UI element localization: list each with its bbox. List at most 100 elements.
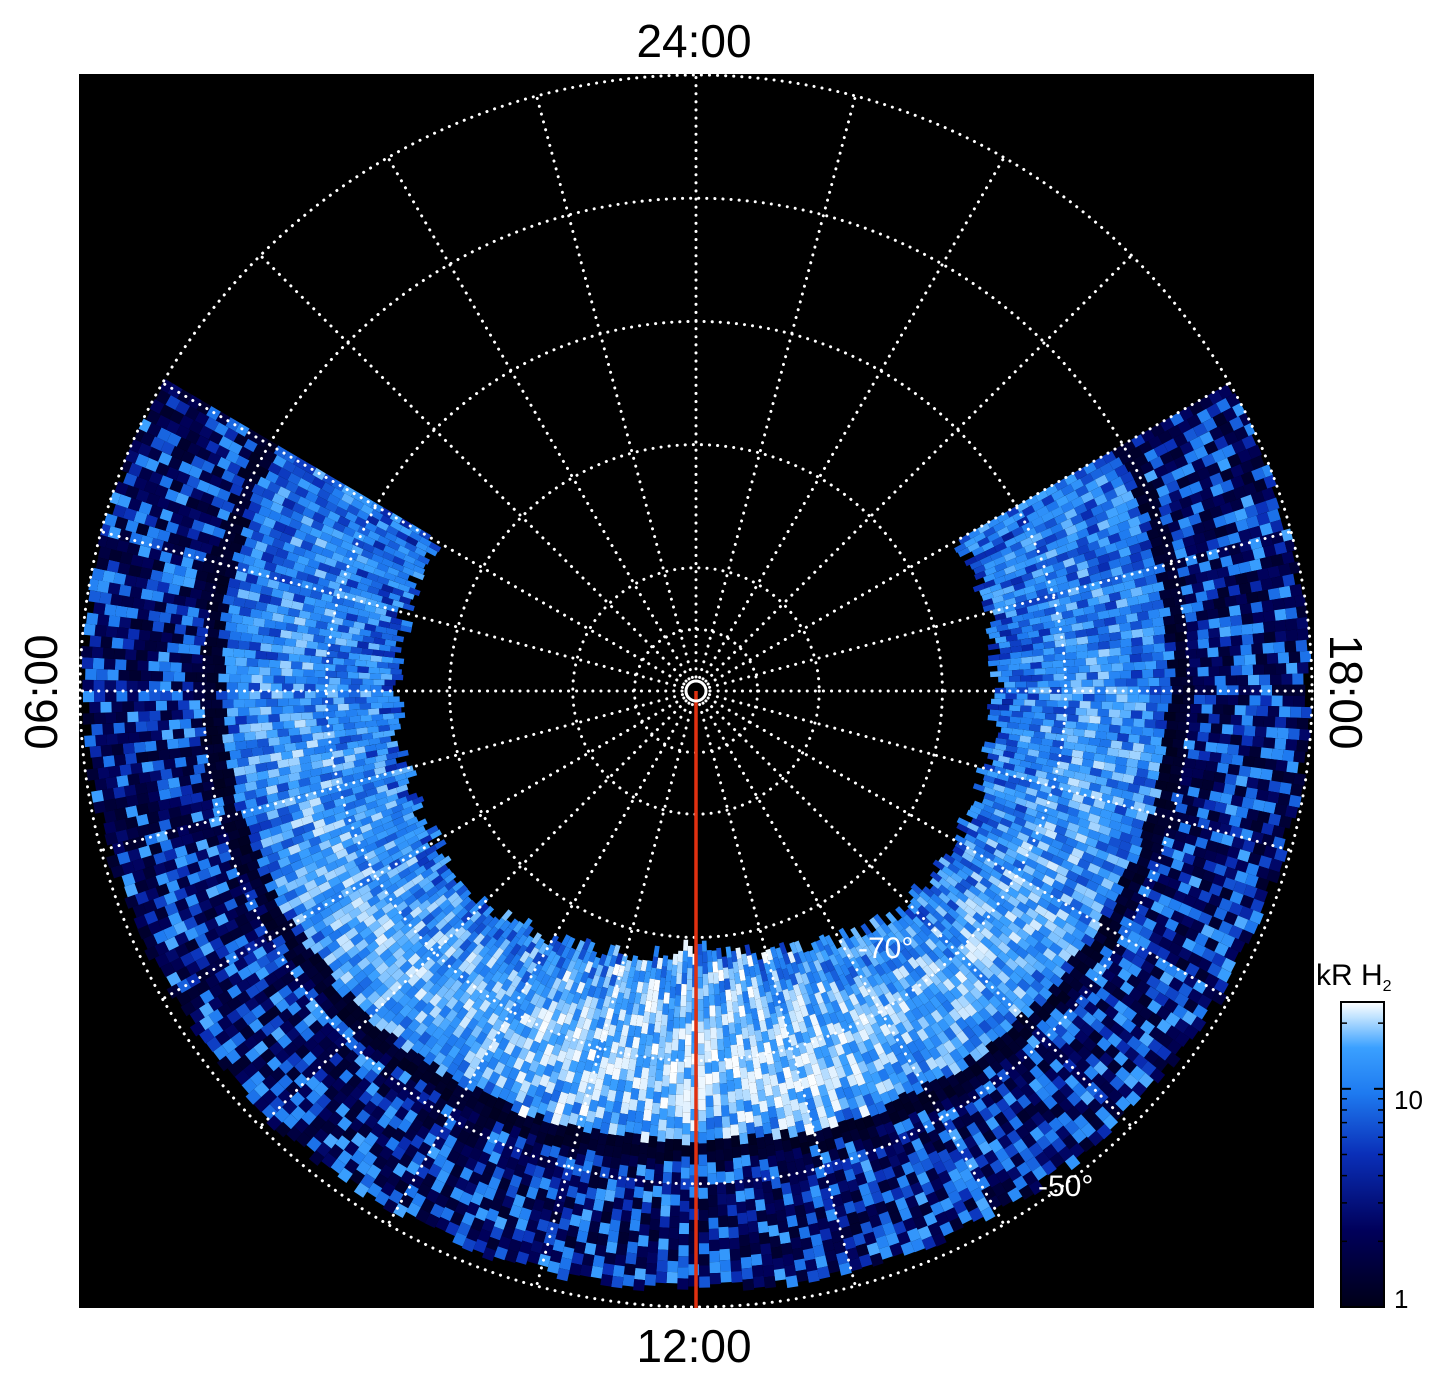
emission-cell bbox=[1241, 623, 1254, 635]
emission-cell bbox=[1157, 703, 1169, 712]
emission-cell bbox=[1230, 498, 1244, 512]
emission-cell bbox=[754, 1125, 765, 1139]
emission-cell bbox=[673, 1017, 680, 1029]
emission-cell bbox=[1194, 685, 1206, 695]
emission-cell bbox=[1085, 879, 1099, 892]
emission-cell bbox=[984, 1002, 998, 1017]
emission-cell bbox=[1095, 840, 1109, 852]
emission-cell bbox=[614, 1254, 627, 1267]
emission-cell bbox=[895, 952, 908, 965]
emission-cell bbox=[972, 783, 986, 792]
emission-cell bbox=[1007, 621, 1020, 630]
emission-cell bbox=[1103, 897, 1118, 911]
emission-cell bbox=[1057, 761, 1070, 771]
emission-cell bbox=[1088, 909, 1103, 922]
emission-cell bbox=[1032, 960, 1047, 974]
emission-cell bbox=[626, 1166, 638, 1179]
emission-cell bbox=[1038, 693, 1050, 701]
emission-cell bbox=[1057, 700, 1069, 708]
emission-cell bbox=[1238, 745, 1251, 757]
emission-cell bbox=[1202, 417, 1218, 432]
emission-cell bbox=[678, 1028, 686, 1040]
emission-cell bbox=[757, 1147, 768, 1160]
emission-cell bbox=[1105, 844, 1119, 856]
emission-cell bbox=[1270, 553, 1284, 567]
emission-cell bbox=[1023, 1102, 1039, 1118]
emission-cell bbox=[987, 643, 1000, 651]
emission-cell bbox=[980, 936, 994, 949]
emission-cell bbox=[759, 1158, 770, 1171]
emission-cell bbox=[947, 962, 960, 976]
emission-cell bbox=[1154, 913, 1169, 927]
emission-cell bbox=[1100, 481, 1115, 494]
emission-cell bbox=[1087, 1098, 1103, 1114]
emission-cell bbox=[1192, 522, 1206, 535]
emission-cell bbox=[1203, 676, 1215, 686]
emission-cell bbox=[1120, 471, 1135, 484]
emission-cell bbox=[1191, 866, 1206, 880]
emission-cell bbox=[737, 1121, 748, 1134]
emission-cell bbox=[999, 546, 1013, 557]
emission-cell bbox=[1188, 907, 1203, 921]
emission-cell bbox=[697, 1043, 705, 1055]
emission-cell bbox=[1240, 644, 1252, 656]
emission-cell bbox=[957, 943, 970, 956]
emission-cell bbox=[949, 935, 962, 949]
emission-cell bbox=[1175, 730, 1187, 740]
emission-cell bbox=[1296, 717, 1309, 730]
emission-cell bbox=[1034, 951, 1049, 965]
emission-cell bbox=[1018, 619, 1031, 628]
emission-cell bbox=[1016, 1109, 1031, 1124]
emission-cell bbox=[1274, 630, 1287, 643]
emission-cell bbox=[1021, 972, 1036, 986]
emission-cell bbox=[989, 583, 1002, 593]
emission-cell bbox=[1044, 1067, 1059, 1082]
emission-cell bbox=[1172, 738, 1185, 749]
emission-cell bbox=[682, 1123, 691, 1135]
emission-cell bbox=[730, 1044, 739, 1057]
emission-cell bbox=[1002, 868, 1016, 881]
emission-cell bbox=[611, 1275, 624, 1289]
emission-cell bbox=[1062, 727, 1074, 736]
emission-cell bbox=[1022, 711, 1035, 719]
emission-cell bbox=[719, 1083, 728, 1095]
emission-cell bbox=[707, 1195, 718, 1207]
emission-cell bbox=[1270, 674, 1282, 685]
emission-cell bbox=[1099, 945, 1114, 960]
emission-cell bbox=[928, 961, 941, 975]
emission-cell bbox=[988, 631, 1001, 639]
emission-cell bbox=[1216, 842, 1230, 856]
emission-cell bbox=[1003, 854, 1016, 866]
emission-cell bbox=[1003, 604, 1016, 613]
emission-cell bbox=[1113, 902, 1128, 916]
emission-cell bbox=[1034, 913, 1049, 927]
emission-cell bbox=[1243, 919, 1259, 935]
emission-cell bbox=[773, 1268, 786, 1281]
emission-cell bbox=[1236, 675, 1249, 686]
emission-cell bbox=[1144, 908, 1159, 922]
emission-cell bbox=[1268, 813, 1282, 827]
emission-cell bbox=[739, 1132, 749, 1145]
emission-cell bbox=[1138, 694, 1150, 703]
emission-cell bbox=[1000, 579, 1013, 589]
emission-cell bbox=[1076, 544, 1090, 556]
emission-cell bbox=[1139, 539, 1153, 552]
emission-cell bbox=[989, 709, 1002, 716]
emission-cell bbox=[617, 1232, 629, 1245]
emission-cell bbox=[677, 1256, 689, 1268]
emission-cell bbox=[1142, 556, 1156, 569]
emission-cell bbox=[1118, 654, 1131, 664]
emission-cell bbox=[1227, 542, 1241, 556]
emission-cell bbox=[1126, 758, 1139, 768]
emission-cell bbox=[1104, 600, 1118, 611]
emission-cell bbox=[1181, 862, 1195, 876]
emission-cell bbox=[1149, 1067, 1166, 1084]
emission-cell bbox=[746, 1209, 758, 1222]
emission-cell bbox=[1244, 504, 1259, 519]
emission-cell bbox=[963, 913, 977, 926]
emission-cell bbox=[948, 926, 962, 939]
emission-cell bbox=[1136, 768, 1149, 779]
emission-cell bbox=[653, 1174, 663, 1187]
emission-cell bbox=[1160, 790, 1173, 802]
emission-cell bbox=[1122, 662, 1135, 671]
